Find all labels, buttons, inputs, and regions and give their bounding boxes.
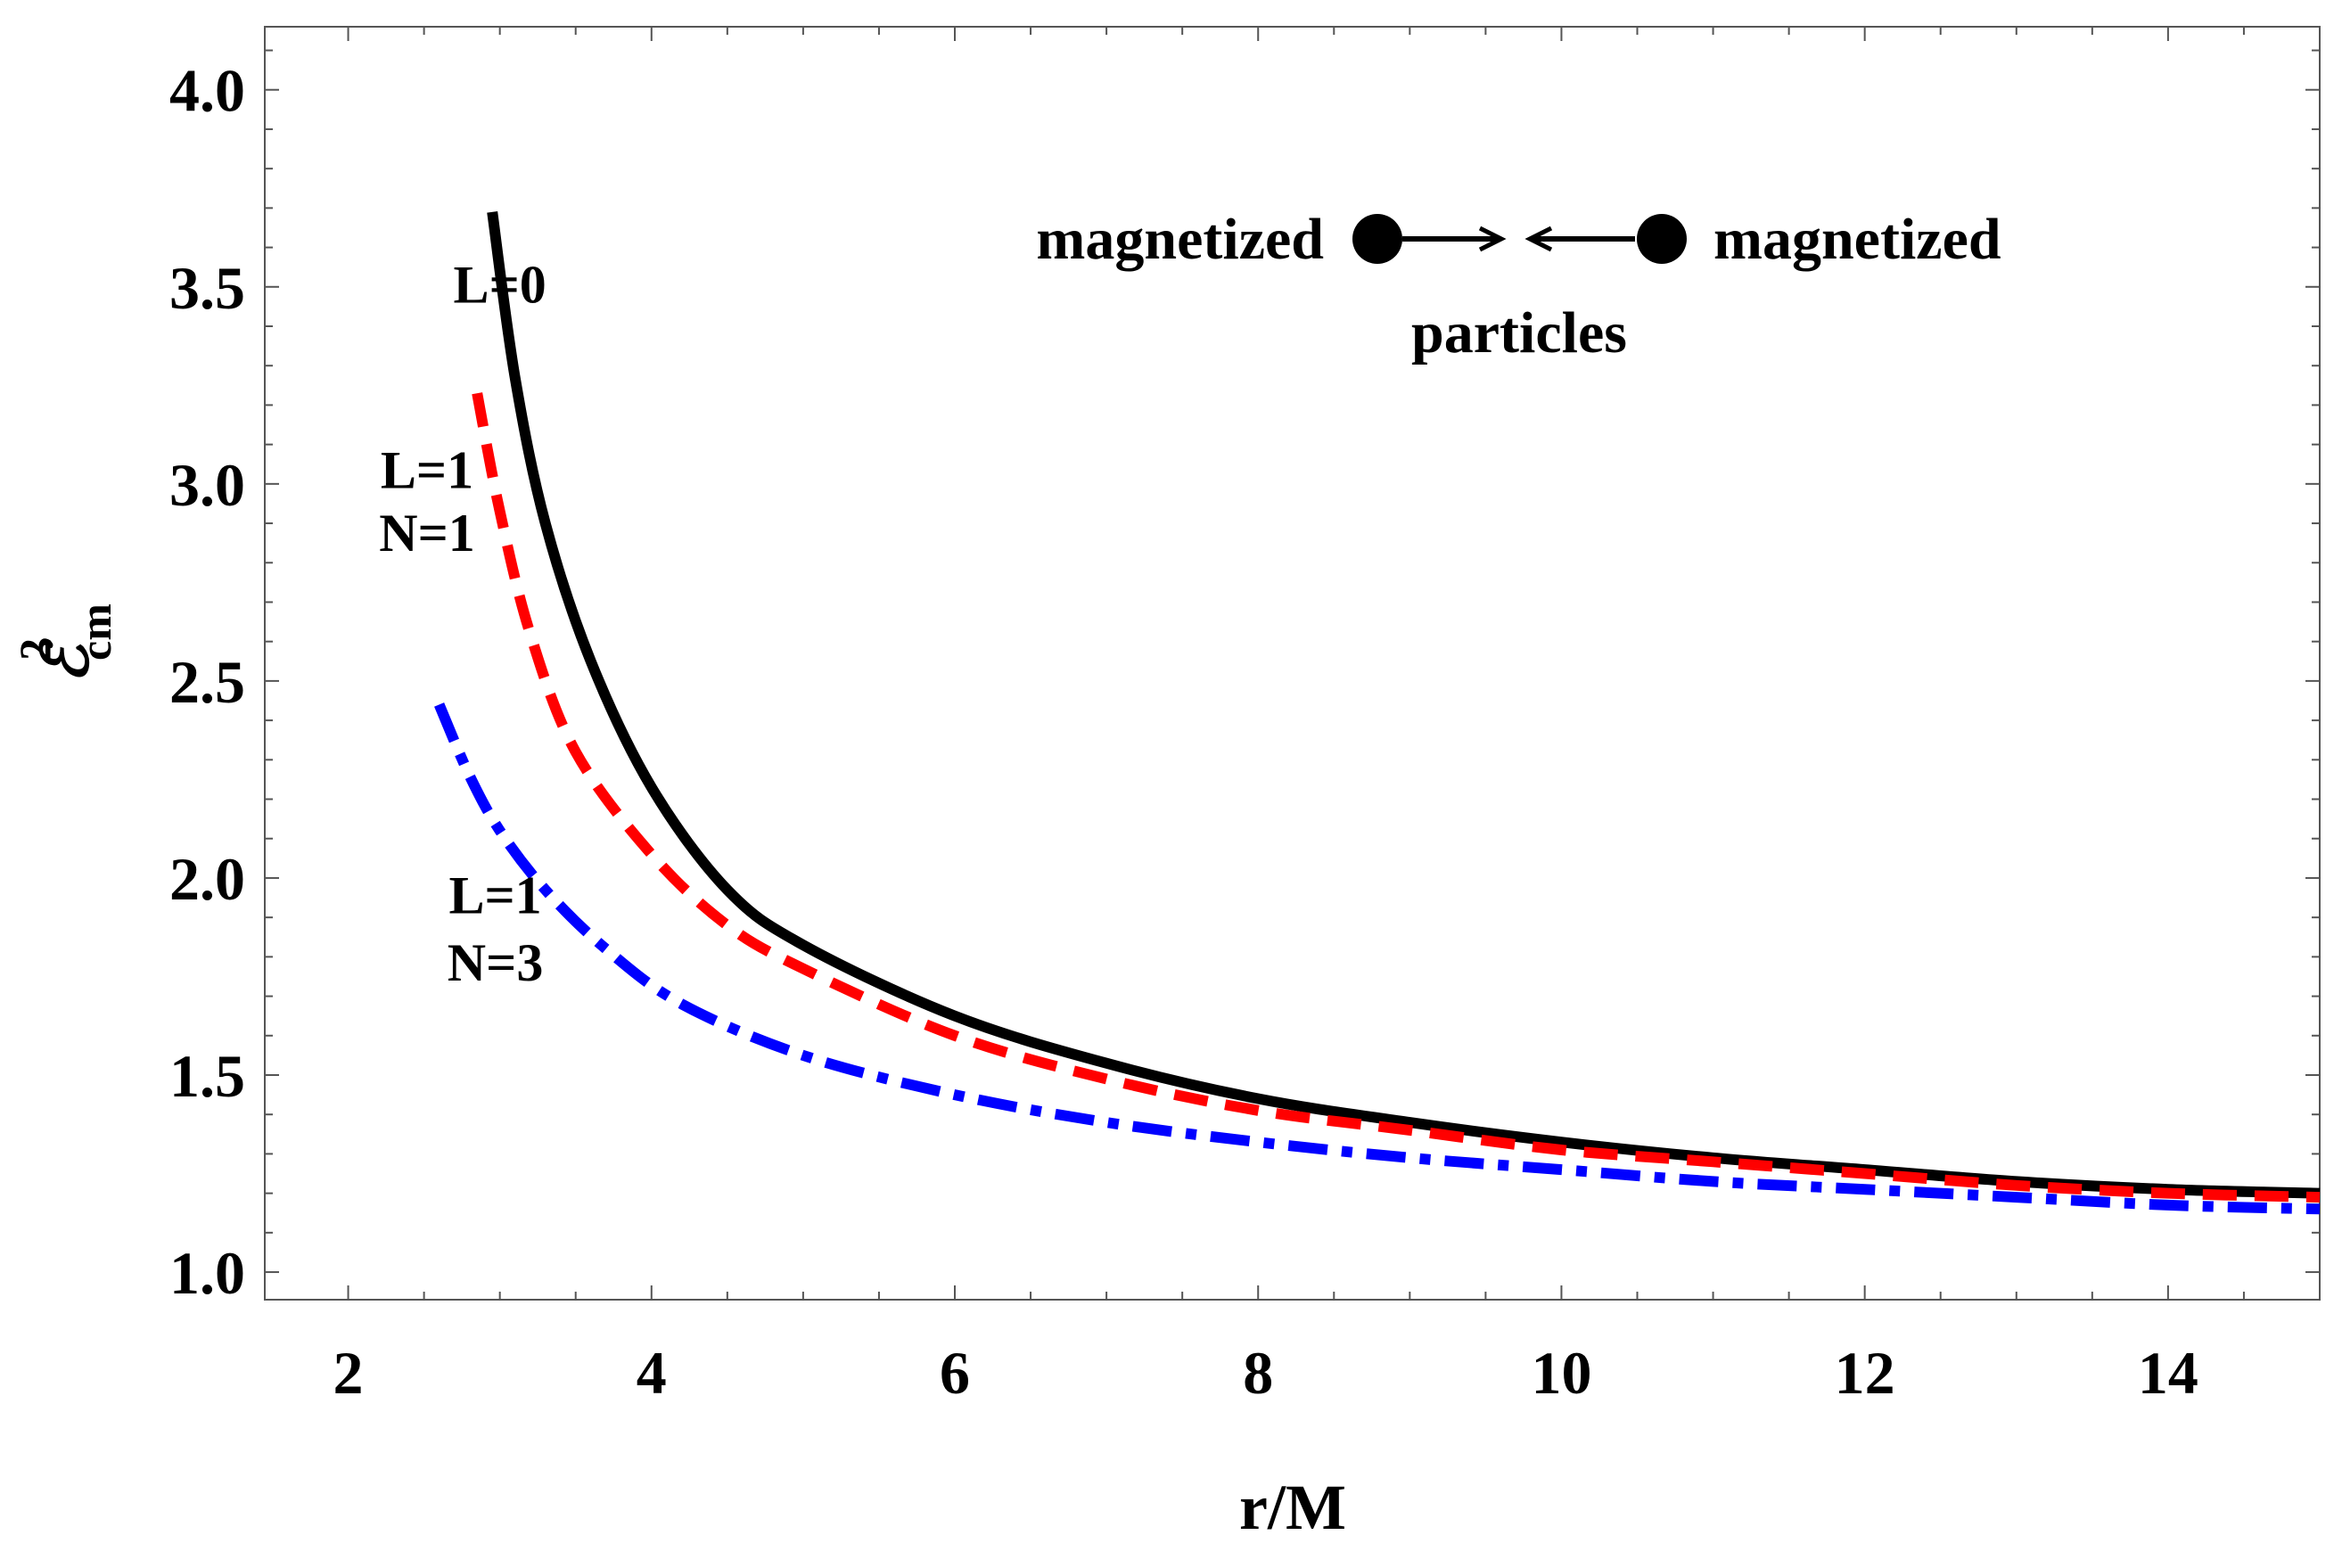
x-tick-label: 14 [2138, 1339, 2198, 1407]
series-layer [434, 210, 2321, 1215]
tick-labels: 2 4 6 8 10 12 14 1.0 1.5 2.0 2.5 3.0 3.5 4.0 [169, 57, 2198, 1407]
y-tick-label: 3.5 [169, 254, 245, 322]
legend-right-arrowhead-icon [1478, 226, 1507, 252]
x-tick-label: 10 [1531, 1339, 1591, 1407]
legend-left-label: magnetized [1036, 207, 1324, 272]
x-tick-label: 12 [1835, 1339, 1895, 1407]
y-axis-title-sup: 2 [10, 638, 60, 661]
x-tick-label: 8 [1243, 1339, 1273, 1407]
legend-left-arrowhead-icon [1524, 226, 1553, 252]
y-tick-label: 1.0 [169, 1239, 245, 1307]
curve-annotation: N=3 [448, 933, 544, 992]
annotations: L=0L=1N=1L=1N=3 [379, 255, 546, 991]
legend-left-particle-icon [1352, 214, 1402, 264]
y-tick-label: 2.0 [169, 845, 245, 913]
x-tick-label: 6 [940, 1339, 970, 1407]
curve-annotation: L=0 [454, 255, 546, 314]
x-tick-label: 4 [637, 1339, 667, 1407]
x-axis-title: r/M [1239, 1472, 1346, 1543]
curve-annotation: L=1 [381, 440, 473, 499]
curve-annotation: N=1 [379, 504, 475, 562]
plot-frame [264, 26, 2321, 1301]
legend-collision: magnetized magnetized particles [1036, 207, 2001, 365]
y-tick-label: 3.0 [169, 451, 245, 519]
curve-annotation: L=1 [448, 866, 541, 925]
y-tick-label: 1.5 [169, 1042, 245, 1110]
legend-right-particle-icon [1637, 214, 1687, 264]
y-axis-title-sub: cm [70, 603, 120, 661]
y-tick-label: 4.0 [169, 57, 245, 125]
legend-right-label: magnetized [1713, 207, 2001, 272]
y-tick-label: 2.5 [169, 648, 245, 716]
series-line-3 [434, 702, 2321, 1215]
x-tick-label: 2 [333, 1339, 364, 1407]
ticks [265, 27, 2321, 1300]
y-axis-title-main: ℰ [30, 637, 102, 684]
y-axis-title: ℰ 2 cm [10, 603, 120, 684]
series-line-2 [472, 392, 2321, 1203]
legend-caption: particles [1411, 300, 1627, 365]
